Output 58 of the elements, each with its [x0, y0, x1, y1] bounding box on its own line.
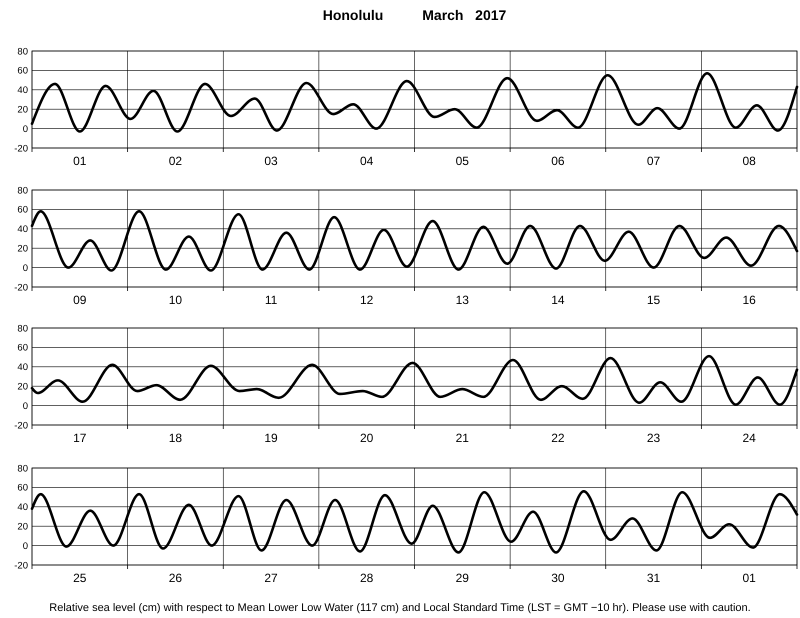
x-tick-label: 06	[551, 154, 565, 168]
x-tick-label: 02	[168, 154, 182, 168]
chart-title: Honolulu March 2017	[322, 7, 507, 23]
y-tick-label: 60	[17, 66, 28, 77]
x-tick-label: 20	[360, 431, 374, 445]
y-tick-label: 20	[17, 104, 28, 116]
x-tick-label: 18	[168, 431, 182, 445]
y-tick-label: 0	[22, 124, 28, 135]
y-tick-label: 0	[22, 262, 28, 274]
x-tick-label: 23	[646, 431, 661, 445]
x-tick-label: 17	[73, 431, 87, 445]
y-tick-label: -20	[14, 143, 28, 154]
x-tick-label: 22	[551, 431, 565, 445]
x-tick-label: 27	[264, 571, 278, 585]
y-tick-label: 40	[17, 502, 28, 514]
y-tick-label: 60	[17, 482, 28, 494]
x-tick-label: 01	[742, 571, 756, 585]
text: Relative sea level (cm) with respect to Mean Lower Low Water (117 cm) and Local Standard Time (LST = GMT −10 hr). Please use with caution.	[49, 602, 751, 614]
x-tick-label: 09	[73, 293, 87, 307]
x-tick-label: 05	[456, 154, 470, 168]
x-tick-label: 04	[360, 154, 374, 168]
x-tick-label: 26	[168, 571, 182, 585]
y-tick-label: 20	[17, 244, 28, 255]
x-tick-label: 11	[264, 293, 278, 307]
y-tick-label: 80	[17, 46, 28, 58]
y-tick-label: 0	[22, 540, 28, 552]
x-tick-label: 01	[73, 154, 87, 168]
y-tick-label: 40	[17, 224, 28, 236]
y-tick-label: 20	[17, 382, 28, 393]
x-tick-label: 31	[646, 571, 661, 585]
x-tick-label: 07	[646, 154, 661, 168]
x-tick-label: 10	[168, 293, 182, 307]
y-tick-label: 60	[17, 342, 28, 354]
y-tick-label: -20	[14, 560, 28, 572]
x-tick-label: 19	[264, 431, 278, 445]
y-tick-label: -20	[14, 282, 28, 294]
x-tick-label: 13	[456, 293, 470, 307]
y-tick-label: 20	[17, 522, 28, 533]
x-tick-label: 16	[742, 293, 756, 307]
y-tick-label: 80	[17, 185, 28, 196]
y-tick-label: -20	[14, 420, 28, 432]
x-tick-label: 29	[456, 571, 470, 585]
x-tick-label: 25	[73, 571, 87, 585]
y-tick-label: 60	[17, 204, 28, 216]
x-tick-label: 12	[360, 293, 374, 307]
x-tick-label: 03	[264, 154, 278, 168]
y-tick-label: 0	[22, 400, 28, 412]
x-tick-label: 30	[551, 571, 565, 585]
x-tick-label: 21	[456, 431, 470, 445]
x-tick-label: 15	[646, 293, 661, 307]
x-tick-label: 08	[742, 154, 756, 168]
x-tick-label: 14	[551, 293, 565, 307]
x-tick-label: 28	[360, 571, 374, 585]
y-tick-label: 80	[17, 323, 28, 334]
y-tick-label: 40	[17, 85, 28, 96]
y-tick-label: 80	[17, 463, 28, 474]
x-tick-label: 24	[742, 431, 756, 445]
y-tick-label: 40	[17, 362, 28, 374]
